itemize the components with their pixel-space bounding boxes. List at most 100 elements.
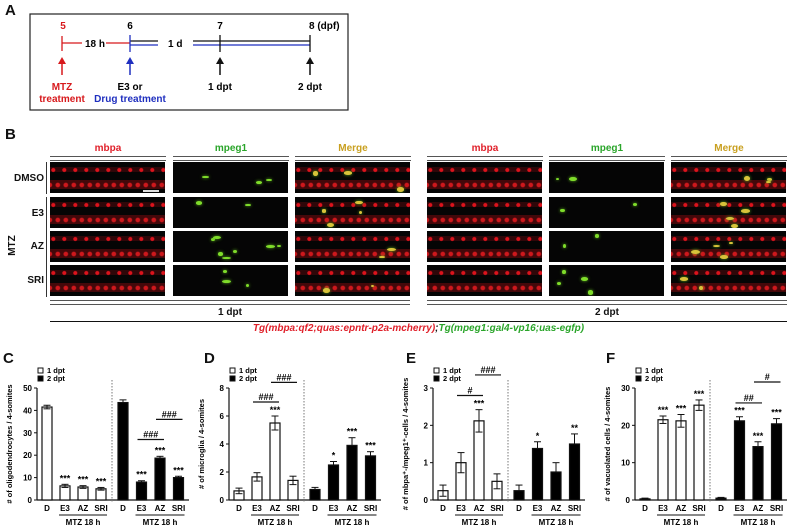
cell-signal (321, 209, 327, 213)
comparison-mark: ### (162, 409, 177, 419)
cell-signal (222, 256, 232, 260)
cell-signal (595, 234, 600, 238)
x-tick-label: D (516, 504, 522, 513)
bar-chart-c: 0 10 20 30 40 50 # of oligodendrocytes / 4-som… (5, 366, 189, 527)
x-tick-label: SRI (770, 504, 783, 513)
y-tick-label: 4 (220, 440, 225, 449)
significance-mark: *** (78, 475, 89, 485)
legend-swatch (229, 375, 236, 382)
y-axis-label: # of oligodendrocytes / 4-somites (5, 384, 14, 503)
micrograph-mbpa-e3 (50, 197, 165, 228)
x-tick-label: D (236, 504, 242, 513)
legend-swatch (37, 375, 44, 382)
group-label: MTZ 18 h (462, 518, 497, 527)
y-axis-label: # of vacuolated cells / 4-somites (603, 387, 612, 502)
cell-signal (765, 180, 772, 184)
y-tick-label: 0 (626, 496, 631, 505)
micrograph-merge-sri (671, 265, 786, 296)
x-tick-label: AZ (474, 504, 485, 513)
group-label: MTZ 18 h (66, 518, 101, 527)
bar-chart-f: 0 10 20 30 # of vacuolated cells / 4-somites… (603, 366, 787, 527)
significance-mark: * (536, 431, 540, 441)
cell-signal (741, 209, 751, 214)
cell-signal (233, 250, 238, 254)
divider (50, 321, 787, 322)
column-header-merge: Merge (714, 143, 744, 154)
significance-mark: *** (771, 408, 782, 418)
micrograph-mbpa-dmso (427, 162, 542, 193)
y-axis-label: # of microglia / 4-somites (197, 399, 206, 489)
x-tick-label: AZ (551, 504, 562, 513)
legend-swatch (229, 367, 236, 374)
y-tick-label: 10 (23, 474, 32, 483)
arrow-up-icon (216, 57, 224, 75)
column-header-merge: Merge (338, 143, 368, 154)
significance-mark: *** (347, 427, 358, 437)
row-label-az: AZ (30, 241, 44, 252)
cell-signal (358, 210, 362, 214)
significance-mark: *** (658, 405, 669, 415)
micrograph-mbpa-az (427, 231, 542, 262)
bar-2dpt-SRI (364, 455, 377, 501)
column-header-mbpa: mbpa (471, 143, 499, 154)
micrograph-merge-az (671, 231, 786, 262)
cell-signal (246, 283, 250, 287)
micrograph-mpeg1-az (549, 231, 664, 262)
y-tick-label: 1 (424, 459, 429, 468)
comparison-mark: # (467, 385, 472, 395)
legend-label: 2 dpt (443, 374, 461, 383)
micrograph-mpeg1-dmso (173, 162, 288, 193)
x-tick-label: E3 (735, 504, 745, 513)
group-label: MTZ 18 h (258, 518, 293, 527)
arrow-up-icon (306, 57, 314, 75)
bar-1dpt-AZ (473, 420, 485, 501)
genotype-red: Tg(mbpa:qf2;quas:epntr-p2a-mcherry) (252, 323, 436, 334)
group-label: MTZ 18 h (335, 518, 370, 527)
bar-2dpt-AZ (752, 446, 764, 501)
bar-1dpt-AZ (269, 422, 281, 501)
drug-treatment-label: Drug treatment (94, 94, 166, 105)
legend-label: 1 dpt (47, 366, 65, 375)
micrograph-merge-dmso (671, 162, 786, 193)
y-tick-label: 6 (220, 412, 225, 421)
timepoint-1dpt: 1 dpt (218, 307, 242, 318)
bar-2dpt-D (309, 488, 321, 501)
cell-signal (562, 243, 566, 248)
cell-signal (202, 175, 209, 178)
row-label-dmso: DMSO (14, 173, 44, 184)
significance-mark: *** (96, 476, 107, 486)
x-tick-label: D (120, 504, 126, 513)
bar-2dpt-SRI (172, 477, 185, 501)
arrow-up-icon (58, 57, 66, 75)
legend-swatch (37, 367, 44, 374)
timeline-frame (29, 13, 349, 111)
y-tick-label: 30 (621, 384, 630, 393)
column-header-mpeg1: mpeg1 (590, 143, 624, 154)
legend-swatch (433, 375, 440, 382)
micrograph-mpeg1-sri (173, 265, 288, 296)
cell-signal (387, 248, 397, 252)
cell-signal (370, 284, 374, 288)
cell-signal (562, 269, 566, 275)
micrograph-mpeg1-az (173, 231, 288, 262)
legend-label: 1 dpt (443, 366, 461, 375)
legend-swatch (433, 367, 440, 374)
x-tick-label: SRI (692, 504, 705, 513)
divider (46, 162, 47, 194)
bar-2dpt-D (715, 497, 727, 501)
y-tick-label: 20 (621, 421, 630, 430)
cell-signal (379, 255, 386, 258)
micrograph-merge-sri (295, 265, 410, 296)
dpt2-label: 2 dpt (298, 82, 323, 93)
significance-mark: *** (365, 441, 376, 451)
divider (671, 156, 787, 161)
bar-2dpt-AZ (550, 471, 562, 501)
y-tick-label: 0 (424, 496, 429, 505)
bar-1dpt-D (41, 406, 53, 501)
x-tick-label: SRI (286, 504, 299, 513)
panel-label-f: F (606, 350, 616, 367)
x-tick-label: SRI (172, 504, 185, 513)
bar-2dpt-D (513, 490, 525, 501)
cell-signal (580, 276, 589, 281)
e3-label: E3 or (117, 82, 142, 93)
